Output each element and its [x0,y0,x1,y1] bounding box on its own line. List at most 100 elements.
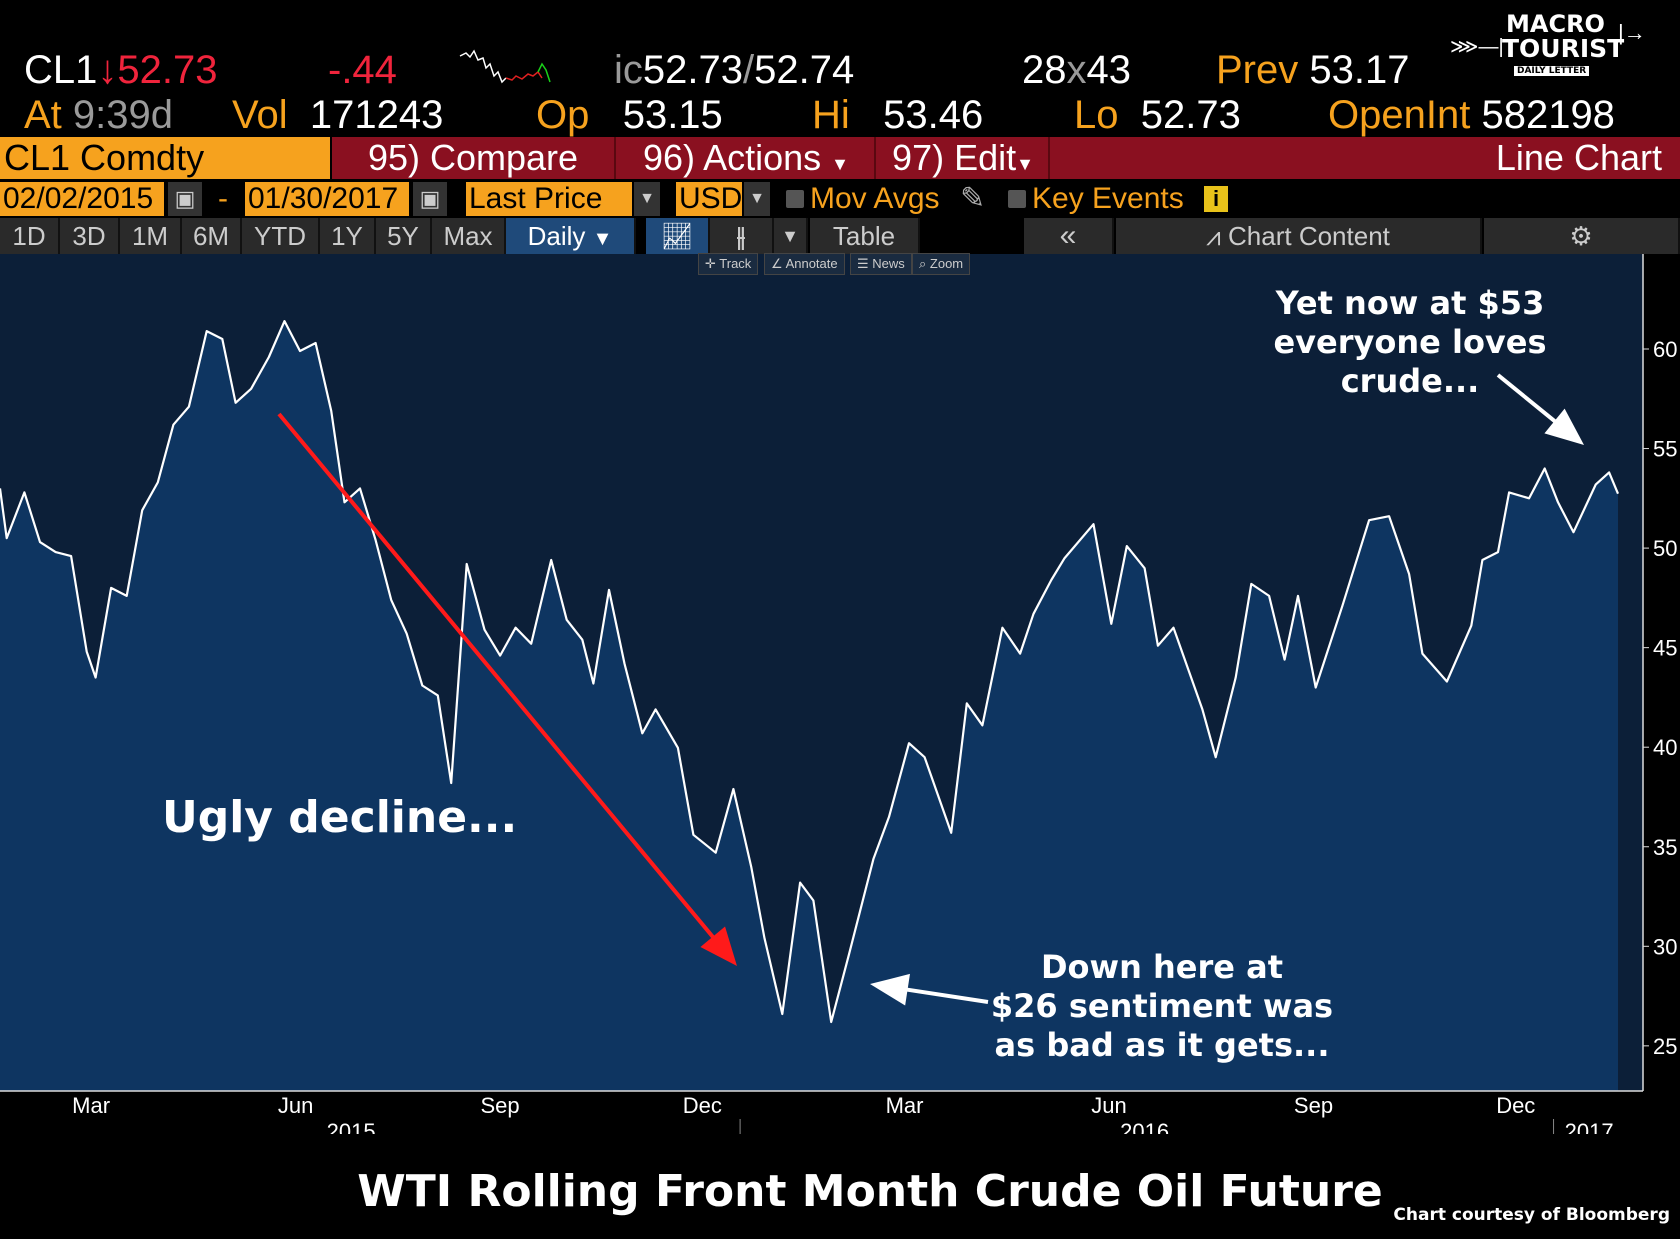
key-events-label: Key Events [1032,182,1184,215]
year-label: 2017 [1565,1119,1614,1134]
bid-ask-separator: / [743,48,755,92]
chart-content-button[interactable]: ⩘ Chart Content [1116,218,1482,254]
period-select[interactable]: Daily ▼ [506,218,636,254]
annotation-bottom-line: Down here at [1040,948,1284,986]
year-label: 2016 [1120,1119,1169,1134]
x-tick-label: Mar [886,1093,924,1118]
chart-title: WTI Rolling Front Month Crude Oil Future [357,1166,1383,1217]
actions-button[interactable]: 96) Actions ▼ [618,137,876,179]
range-1m[interactable]: 1M [120,218,182,254]
zoom-button[interactable]: ⌕ Zoom [912,253,971,275]
range-ytd[interactable]: YTD [242,218,320,254]
chevron-down-icon[interactable]: ▼ [634,182,660,216]
hi-label: Hi [812,93,850,137]
decline-arrow-shaft [277,412,720,944]
bid-prefix: ic [614,48,643,92]
mov-avgs-checkbox[interactable] [786,190,804,208]
arrow-head-icon: |→ [1618,20,1646,45]
last-price: 52.73 [117,48,218,92]
calendar-icon[interactable]: ▣ [413,182,447,216]
chevron-down-icon: ▼ [592,228,613,250]
logo-line-1: MACRO [1506,10,1605,38]
lo-value: 52.73 [1140,93,1241,137]
key-events-checkbox[interactable] [1008,190,1026,208]
prev-label: Prev [1216,48,1299,92]
collapse-icon[interactable]: « [1024,218,1114,254]
high: Hi 53.46 [812,93,983,137]
range-6m[interactable]: 6M [182,218,242,254]
field-select[interactable]: Last Price [466,182,632,216]
edit-label: 97) Edit [892,137,1017,178]
line-chart-icon[interactable]: 📈︎ [646,218,710,254]
x-tick-label: Jun [1091,1093,1126,1118]
ask-size: 43 [1086,48,1132,92]
op-value: 53.15 [622,93,723,137]
track-button[interactable]: ✛ Track [698,253,759,275]
period-label: Daily [527,221,586,251]
chevron-down-icon: ▼ [831,154,849,174]
annotation-now-line: everyone loves [1273,323,1547,361]
bid: 52.73 [642,48,743,92]
ticker: CL1 [24,48,98,92]
decline-arrow-head [700,926,737,966]
y-tick-label: 25 [1653,1034,1677,1059]
gear-icon[interactable]: ⚙ [1484,218,1680,254]
x-tick-label: Sep [1294,1093,1333,1118]
vol-value: 171243 [309,93,444,137]
net-change: -.44 [328,48,397,92]
y-tick-label: 55 [1653,437,1677,462]
start-date-input[interactable]: 02/02/2015 [0,182,164,216]
x-tick-label: Sep [480,1093,519,1118]
low: Lo 52.73 [1074,93,1241,137]
zoom-label: Zoom [929,256,964,271]
compare-button[interactable]: 95) Compare [332,137,616,179]
pencil-icon[interactable]: ✎ [960,182,986,215]
range-1y[interactable]: 1Y [320,218,376,254]
news-button[interactable]: ☰ News [850,253,912,275]
bottom-arrow-shaft [899,986,989,1004]
chevron-down-icon[interactable]: ▼ [774,218,808,254]
track-label: Track [719,256,752,271]
prev-close: Prev 53.17 [1216,48,1409,92]
range-max[interactable]: Max [432,218,506,254]
range-1d[interactable]: 1D [0,218,60,254]
annotation-bottom: Down here at $26 sentiment was as bad as… [972,948,1352,1065]
bar-chart-icon[interactable]: ⫲ [710,218,774,254]
info-icon[interactable]: i [1204,186,1228,212]
vol-label: Vol [232,93,288,137]
actions-label: 96) Actions [643,137,822,178]
calendar-icon[interactable]: ▣ [168,182,202,216]
currency-select[interactable]: USD [676,182,742,216]
y-tick-label: 50 [1653,536,1677,561]
chevron-down-icon[interactable]: ▼ [744,182,770,216]
price-chart[interactable]: 25 30 35 40 45 50 55 60 Mar Jun Sep Dec Mar Jun Sep Dec… [0,254,1680,1134]
chevron-down-icon: ▼ [1016,154,1034,174]
y-tick-label: 40 [1653,735,1677,760]
range-3d[interactable]: 3D [60,218,120,254]
intraday-sparkline [459,49,551,84]
end-date-input[interactable]: 01/30/2017 [245,182,409,216]
table-button[interactable]: Table [810,218,920,254]
security-field[interactable]: CL1 Comdty [0,137,330,179]
y-tick-label: 45 [1653,636,1677,661]
annotation-now: Yet now at $53 everyone loves crude... [1260,284,1560,401]
price-area [0,321,1618,1092]
annotation-decline: Ugly decline... [162,792,518,843]
logo-line-3: DAILY LETTER [1514,66,1590,76]
at-time: 9:39d [72,93,174,137]
bid-size: 28 [1022,48,1067,92]
annotate-button[interactable]: ∠ Annotate [764,253,845,275]
chart-content-label: Chart Content [1228,221,1390,251]
news-label: News [872,256,905,271]
now-arrow-head [1544,408,1584,445]
edit-button[interactable]: 97) Edit▼ [878,137,1050,179]
prev-value: 53.17 [1309,48,1410,92]
open: Op 53.15 [536,93,723,137]
macro-tourist-logo: ⋙—| MACRO TOURIST DAILY LETTER |→ [1450,8,1650,88]
lo-label: Lo [1074,93,1119,137]
logo-line-2: TOURIST [1502,34,1625,63]
bid-ask: ic52.73/52.74 [614,48,854,92]
size-separator: x [1066,48,1087,92]
range-5y[interactable]: 5Y [376,218,432,254]
oi-value: 582198 [1481,93,1615,137]
